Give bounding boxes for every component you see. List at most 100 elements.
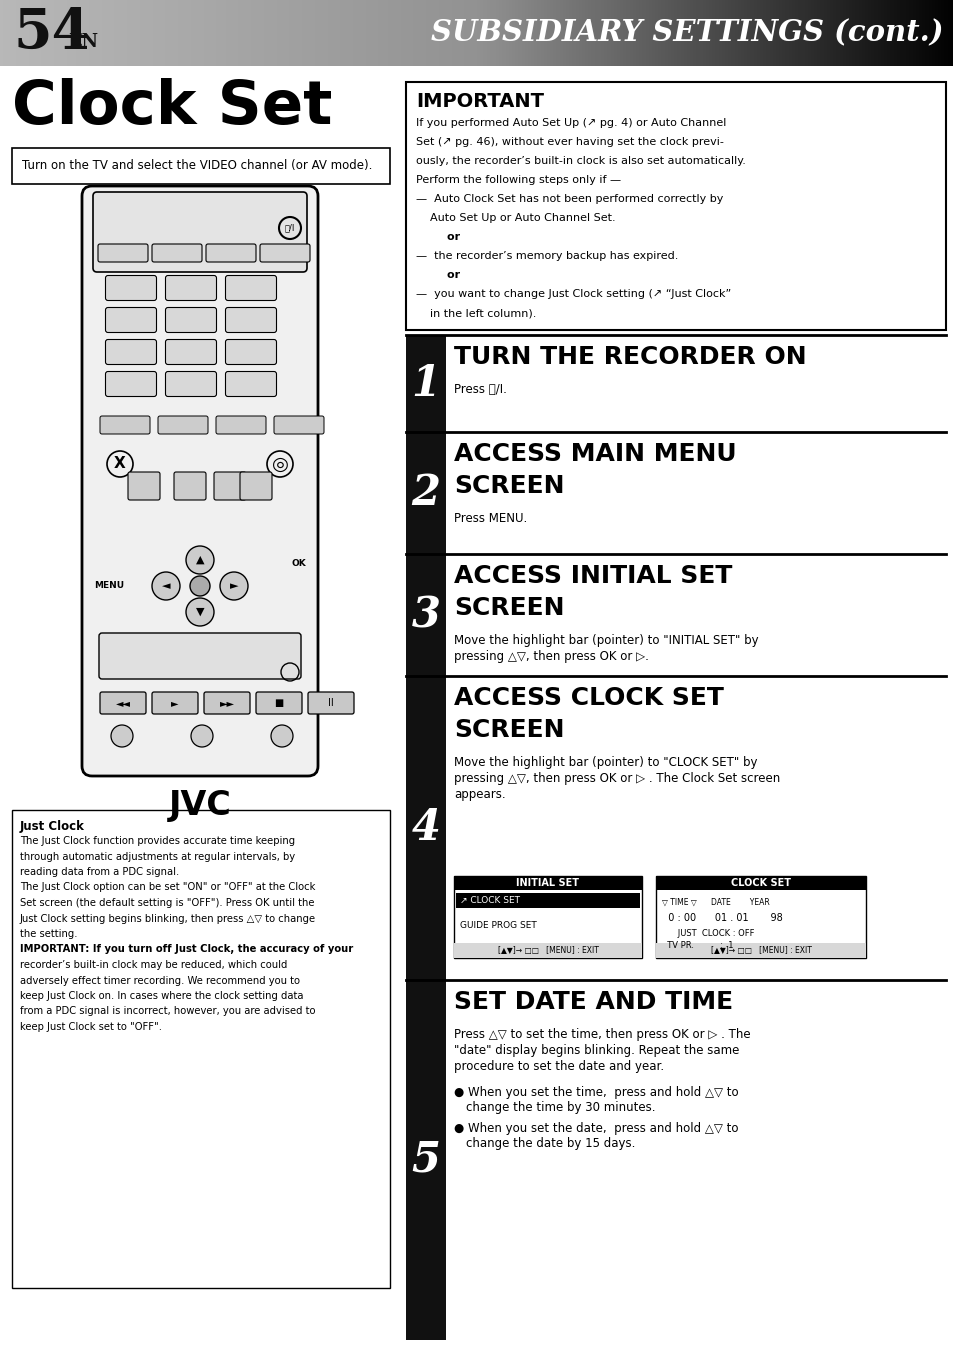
Bar [114,0,118,66]
Text: Press MENU.: Press MENU. [454,513,527,525]
Bar [515,0,518,66]
Bar [3,0,8,66]
Bar [801,0,804,66]
Bar [279,0,284,66]
FancyBboxPatch shape [106,308,156,332]
Text: from a PDC signal is incorrect, however, you are advised to: from a PDC signal is incorrect, however,… [20,1006,315,1017]
Text: change the time by 30 minutes.: change the time by 30 minutes. [465,1101,655,1114]
Bar [527,0,532,66]
Bar [656,876,865,958]
Bar [679,0,684,66]
FancyBboxPatch shape [152,244,202,262]
Bar [603,0,608,66]
Bar [610,0,614,66]
Bar [406,432,446,554]
Bar [918,0,923,66]
FancyBboxPatch shape [106,371,156,397]
Bar [556,0,560,66]
Text: reading data from a PDC signal.: reading data from a PDC signal. [20,867,179,877]
Bar [908,0,913,66]
Bar [705,0,709,66]
FancyBboxPatch shape [225,340,276,364]
Bar [670,0,675,66]
Bar [191,0,194,66]
Bar [441,0,446,66]
Bar [550,0,554,66]
Bar [38,0,42,66]
Text: Press ⏻/I.: Press ⏻/I. [454,383,506,397]
Bar [813,0,818,66]
Bar [562,0,566,66]
Bar [861,0,865,66]
Bar [784,0,789,66]
Bar [327,0,332,66]
Bar [598,0,601,66]
Bar [293,0,296,66]
Bar [946,0,951,66]
Text: Set screen (the default setting is "OFF"). Press OK until the: Set screen (the default setting is "OFF"… [20,898,314,908]
Bar [731,0,735,66]
Text: The Just Clock option can be set "ON" or "OFF" at the Clock: The Just Clock option can be set "ON" or… [20,882,315,893]
Bar [388,0,392,66]
Bar [200,0,204,66]
FancyBboxPatch shape [225,371,276,397]
Bar [829,0,833,66]
Bar [600,0,604,66]
Bar [498,0,503,66]
Bar [788,0,792,66]
Bar [505,0,509,66]
Bar [162,0,166,66]
Bar [803,0,808,66]
Bar [140,0,144,66]
Bar [896,0,900,66]
Text: in the left column).: in the left column). [416,308,536,318]
Bar [321,0,325,66]
Text: II: II [328,697,334,708]
Bar [410,0,414,66]
Bar [295,0,299,66]
Bar [743,0,747,66]
FancyBboxPatch shape [152,692,198,714]
Bar [889,0,894,66]
Bar [276,0,280,66]
Bar [89,0,93,66]
Bar [340,0,344,66]
Bar [112,0,115,66]
Bar [416,0,420,66]
Bar [317,0,322,66]
Text: ►►: ►► [219,697,234,708]
Bar [245,0,249,66]
Bar [22,0,27,66]
Text: 4: 4 [411,807,440,849]
Bar [178,0,182,66]
Text: ACCESS CLOCK SET: ACCESS CLOCK SET [454,687,723,710]
Bar [193,0,198,66]
Bar [877,0,881,66]
Bar [727,0,732,66]
Text: pressing △▽, then press OK or ▷.: pressing △▽, then press OK or ▷. [454,650,648,662]
Text: INITIAL SET: INITIAL SET [516,878,578,888]
Bar [12,148,390,183]
Bar [521,0,525,66]
FancyBboxPatch shape [255,692,302,714]
Bar [51,0,55,66]
Circle shape [111,724,132,747]
Bar [636,0,639,66]
Text: ◄: ◄ [162,581,170,591]
Bar [369,0,373,66]
FancyBboxPatch shape [165,340,216,364]
Bar [712,0,716,66]
Bar [222,0,227,66]
Text: Move the highlight bar (pointer) to "INITIAL SET" by: Move the highlight bar (pointer) to "INI… [454,634,758,648]
Bar [607,0,611,66]
Bar [251,0,255,66]
Bar [426,0,430,66]
Bar [937,0,942,66]
Bar [880,0,884,66]
Text: SET DATE AND TIME: SET DATE AND TIME [454,990,732,1014]
Text: GUIDE PROG SET: GUIDE PROG SET [459,921,537,931]
Text: ▲: ▲ [195,554,204,565]
Text: or: or [416,270,459,281]
Text: through automatic adjustments at regular intervals, by: through automatic adjustments at regular… [20,851,294,862]
Bar [626,0,630,66]
